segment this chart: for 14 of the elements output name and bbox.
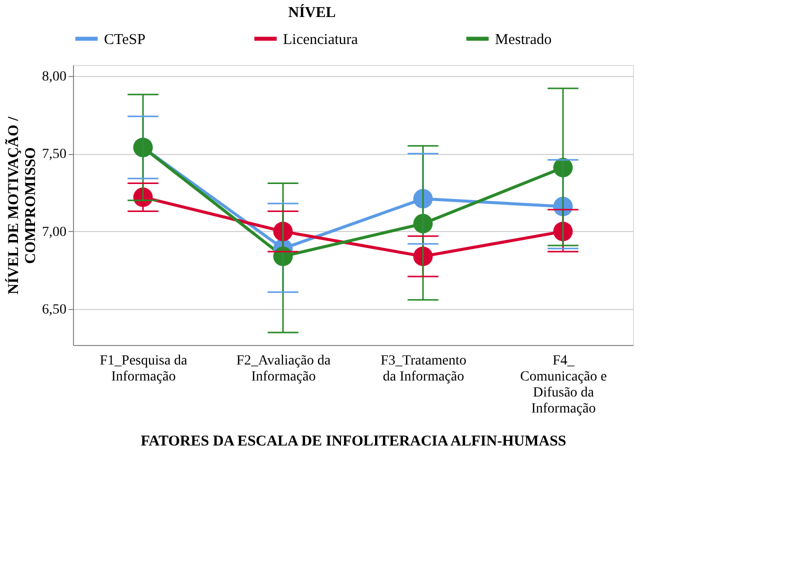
x-tick-label: F2_Avaliação da Informação	[236, 354, 332, 384]
legend-label: Licenciatura	[283, 32, 358, 48]
y-tick-label: 7,00	[42, 224, 66, 240]
x-tick-label: F4_ Comunicação e Difusão da Informação	[520, 354, 607, 416]
y-tick-label: 6,50	[42, 302, 66, 318]
y-tick-label: 7,50	[42, 147, 66, 162]
legend-label: CTeSP	[104, 32, 146, 48]
legend-label: Mestrado	[495, 32, 552, 48]
y-tick-label: 8,00	[42, 69, 66, 84]
x-axis-title: FATORES DA ESCALA DE INFOLITERACIA ALFIN-HUMASS	[140, 434, 566, 450]
legend-title: NÍVEL	[288, 4, 336, 21]
x-tick-label: F3_Tratamento da Informação	[380, 354, 466, 384]
y-axis-title: NÍVEL DE MOTIVAÇÃO / COMPROMISSO	[5, 116, 39, 294]
x-tick-label: F1_Pesquisa da Informação	[100, 354, 188, 384]
